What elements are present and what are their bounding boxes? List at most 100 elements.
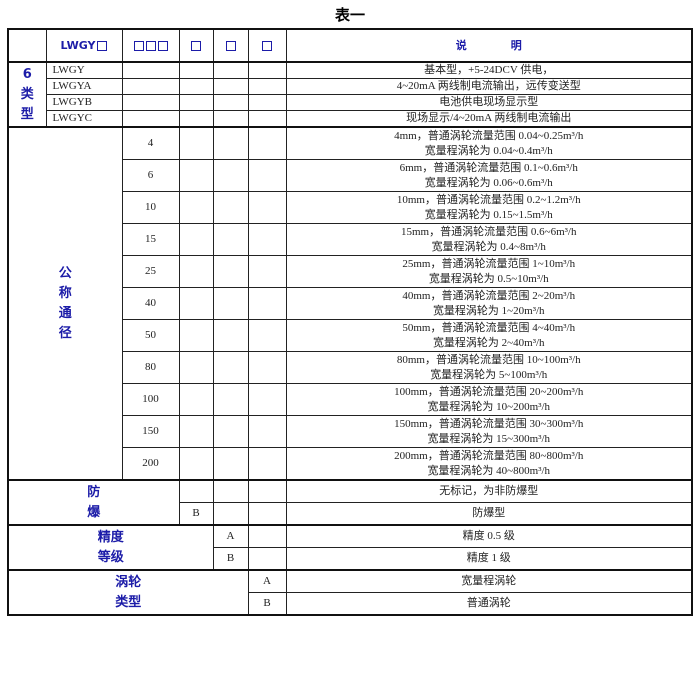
empty-cell	[178, 447, 214, 481]
empty-cell	[178, 110, 214, 128]
size-code: 25	[121, 255, 180, 288]
placeholder-box-icon	[191, 41, 201, 51]
group-label-line: 类	[20, 86, 34, 102]
size-description-line: 100mm，普通涡轮流量范围 20~200m³/h	[394, 385, 584, 398]
empty-cell	[212, 502, 249, 526]
size_group-label: 公称通径	[7, 126, 123, 481]
group-label-line: 等级	[97, 549, 124, 565]
type-code: LWGYC	[45, 110, 123, 128]
type-description: 电池供电现场显示型	[285, 94, 693, 111]
empty-cell	[212, 447, 249, 481]
size-description-line: 宽量程涡轮为 0.06~0.6m³/h	[424, 176, 553, 189]
type-description: 4~20mA 两线制电流输出，远传变送型	[285, 78, 693, 95]
empty-cell	[178, 61, 214, 79]
size-description-line: 宽量程涡轮为 2~40m³/h	[432, 336, 545, 349]
type-description: 基本型，+5-24DCV 供电，	[285, 61, 693, 79]
table-row: LWGYC 现场显示/4~20mA 两线制电流输出	[8, 110, 693, 128]
header-accuracy	[212, 28, 249, 63]
group-label-line: 涡轮	[115, 574, 142, 590]
size-description-line: 宽量程涡轮为 0.5~10m³/h	[428, 272, 549, 285]
empty-cell	[121, 61, 180, 79]
empty-cell	[212, 78, 249, 95]
header-blank	[7, 28, 47, 63]
size-description-line: 25mm，普通涡轮流量范围 1~10m³/h	[402, 257, 576, 270]
empty-cell	[247, 447, 287, 481]
empty-cell	[212, 415, 249, 448]
size-code: 10	[121, 191, 180, 224]
empty-cell	[247, 524, 287, 548]
size-description: 50mm，普通涡轮流量范围 4~40m³/h 宽量程涡轮为 2~40m³/h	[285, 319, 693, 352]
empty-cell	[178, 319, 214, 352]
size-description-line: 50mm，普通涡轮流量范围 4~40m³/h	[402, 321, 576, 334]
turbine-description: 宽量程涡轮	[285, 569, 693, 593]
empty-cell	[178, 255, 214, 288]
empty-cell	[247, 319, 287, 352]
empty-cell	[178, 351, 214, 384]
size-code: 4	[121, 126, 180, 160]
turbine-code: B	[247, 592, 287, 616]
table-row: 80 80mm，普通涡轮流量范围 10~100m³/h 宽量程涡轮为 5~100m³…	[8, 351, 693, 384]
header-description: 说 明	[285, 28, 693, 63]
empty-cell	[212, 319, 249, 352]
table-row: B 精度 1 级	[8, 547, 693, 571]
size-description-line: 80mm，普通涡轮流量范围 10~100m³/h	[396, 353, 581, 366]
explosion-code	[178, 479, 214, 503]
size-code: 150	[121, 415, 180, 448]
table-row: 涡轮 类型 A 宽量程涡轮	[7, 569, 693, 616]
explosion-description: 防爆型	[285, 502, 693, 526]
empty-cell	[178, 287, 214, 320]
header-size	[121, 28, 180, 63]
model-selection-table: LWGY 说 明 6 类型 LWGY 基本型，+5-24DCV 供电， LWGYA 4~2…	[7, 28, 693, 616]
group-label-line: 型	[20, 106, 34, 122]
size-code: 15	[121, 223, 180, 256]
header-turbine	[247, 28, 287, 63]
empty-cell	[178, 191, 214, 224]
type-code: LWGY	[45, 61, 123, 79]
group-label-line: 通	[58, 305, 72, 321]
type-code: LWGYA	[45, 78, 123, 95]
group-label-line: 称	[58, 285, 72, 301]
size-description-line: 宽量程涡轮为 0.04~0.4m³/h	[424, 144, 553, 157]
table-row: 公称通径 4 4mm，普通涡轮流量范围 0.04~0.25m³/h 宽量程涡轮为 0.…	[7, 126, 693, 481]
type_group-label: 6 类型	[7, 61, 47, 128]
size-description: 100mm，普通涡轮流量范围 20~200m³/h 宽量程涡轮为 10~200m³…	[285, 383, 693, 416]
table-row: 防爆 无标记，为非防爆型	[7, 479, 693, 526]
table-row: 40 40mm，普通涡轮流量范围 2~20m³/h 宽量程涡轮为 1~20m³/h	[8, 287, 693, 320]
placeholder-box-icon	[145, 41, 156, 51]
empty-cell	[247, 415, 287, 448]
empty-cell	[212, 94, 249, 111]
type-code: LWGYB	[45, 94, 123, 111]
type-description: 现场显示/4~20mA 两线制电流输出	[285, 110, 693, 128]
empty-cell	[212, 223, 249, 256]
empty-cell	[247, 191, 287, 224]
size-description: 6mm，普通涡轮流量范围 0.1~0.6m³/h 宽量程涡轮为 0.06~0.6m…	[285, 159, 693, 192]
table-row: 6 6mm，普通涡轮流量范围 0.1~0.6m³/h 宽量程涡轮为 0.06~0.6…	[8, 159, 693, 192]
table-row: 精度 等级 A 精度 0.5 级	[7, 524, 693, 571]
size-description-line: 6mm，普通涡轮流量范围 0.1~0.6m³/h	[399, 161, 578, 174]
empty-cell	[247, 383, 287, 416]
group-label-line: 精度	[97, 529, 124, 545]
empty-cell	[121, 110, 180, 128]
empty-cell	[178, 159, 214, 192]
table-row: 25 25mm，普通涡轮流量范围 1~10m³/h 宽量程涡轮为 0.5~10m³/…	[8, 255, 693, 288]
empty-cell	[247, 94, 287, 111]
group-label-line: 公	[58, 265, 72, 281]
size-description-line: 宽量程涡轮为 5~100m³/h	[430, 368, 548, 381]
empty-cell	[212, 126, 249, 160]
size-description: 40mm，普通涡轮流量范围 2~20m³/h 宽量程涡轮为 1~20m³/h	[285, 287, 693, 320]
size-description: 200mm，普通涡轮流量范围 80~800m³/h 宽量程涡轮为 40~800m³…	[285, 447, 693, 481]
accuracy-code: B	[212, 547, 249, 571]
turbine-code: A	[247, 569, 287, 593]
size-description-line: 宽量程涡轮为 40~800m³/h	[427, 464, 551, 477]
empty-cell	[247, 110, 287, 128]
empty-cell	[178, 94, 214, 111]
size-description: 10mm，普通涡轮流量范围 0.2~1.2m³/h 宽量程涡轮为 0.15~1.5…	[285, 191, 693, 224]
placeholder-box-icon	[96, 41, 107, 51]
size-description-line: 4mm，普通涡轮流量范围 0.04~0.25m³/h	[394, 129, 584, 142]
empty-cell	[178, 383, 214, 416]
size-description-line: 10mm，普通涡轮流量范围 0.2~1.2m³/h	[396, 193, 581, 206]
size-description-line: 宽量程涡轮为 0.15~1.5m³/h	[424, 208, 553, 221]
empty-cell	[121, 94, 180, 111]
accuracy-code: A	[212, 524, 249, 548]
empty-cell	[247, 223, 287, 256]
